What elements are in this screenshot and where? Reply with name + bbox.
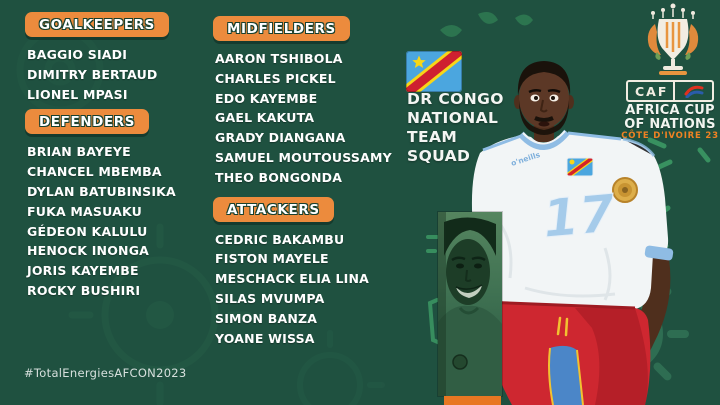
squad-title: DR CONGO NATIONAL TEAM SQUAD (407, 90, 504, 166)
tournament-name: AFRICA CUP OF NATIONS (612, 104, 720, 131)
section-badge-defenders: DEFENDERS (25, 109, 150, 135)
squad-title-line: TEAM (407, 128, 458, 146)
section-badge-attackers: ATTACKERS (213, 196, 334, 222)
caf-label: CAF (635, 83, 669, 99)
totalenergies-logo-icon (675, 84, 712, 98)
player-name: FUKA MASUAKU (27, 203, 142, 219)
flag-star-icon (412, 55, 426, 68)
player-name: JORIS KAYEMBE (27, 263, 139, 279)
section-badge-midfielders: MIDFIELDERS (213, 16, 350, 41)
player-name: LIONEL MPASI (27, 86, 128, 102)
tournament-edition: CÔTE D'IVOIRE 23 (621, 131, 719, 141)
player-name: ROCKY BUSHIRI (27, 282, 141, 298)
player-name: AARON TSHIBOLA (215, 51, 343, 66)
player-name: BAGGIO SIADI (27, 47, 128, 62)
inset-player-photo (438, 212, 502, 396)
player-name: DIMITRY BERTAUD (27, 66, 158, 82)
attackers-list: CEDRIC BAKAMBU FISTON MAYELE MESCHACK EL… (215, 230, 403, 349)
caf-logo-box: CAF (626, 80, 714, 102)
afcon-trophy-icon (647, 3, 699, 75)
player-name: EDO KAYEMBE (215, 90, 318, 106)
section-badge-goalkeepers: GOALKEEPERS (25, 12, 169, 37)
player-name: GÉDEON KALULU (27, 223, 148, 239)
player-name: GAEL KAKUTA (215, 110, 315, 126)
left-column: GOALKEEPERS BAGGIO SIADI DIMITRY BERTAUD… (25, 12, 210, 301)
player-name: FISTON MAYELE (215, 251, 329, 267)
player-name: HENOCK INONGA (27, 243, 150, 259)
squad-title-line: SQUAD (407, 147, 471, 165)
dr-congo-flag-icon (406, 51, 462, 92)
jersey-number: 17 (540, 184, 618, 250)
player-name: SILAS MVUMPA (215, 290, 325, 306)
player-name: YOANE WISSA (215, 330, 315, 346)
squad-title-line: DR CONGO (407, 90, 504, 108)
player-name: SAMUEL MOUTOUSSAMY (215, 149, 392, 165)
tournament-name-line: AFRICA CUP (625, 103, 715, 118)
player-name: CEDRIC BAKAMBU (215, 231, 345, 247)
player-name: CHANCEL MBEMBA (27, 164, 162, 180)
player-name: DYLAN BATUBINSIKA (27, 183, 176, 199)
caf-divider (673, 82, 676, 100)
squad-title-line: NATIONAL (407, 109, 499, 127)
goalkeepers-list: BAGGIO SIADI DIMITRY BERTAUD LIONEL MPAS… (27, 45, 210, 104)
player-name: MESCHACK ELIA LINA (215, 271, 370, 287)
player-name: CHARLES PICKEL (215, 70, 336, 86)
middle-column: MIDFIELDERS AARON TSHIBOLA CHARLES PICKE… (213, 16, 403, 348)
hashtag: #TotalEnergiesAFCON2023 (24, 366, 187, 380)
player-name: SIMON BANZA (215, 310, 318, 326)
defenders-list: BRIAN BAYEYE CHANCEL MBEMBA DYLAN BATUBI… (27, 142, 210, 300)
player-name: THEO BONGONDA (215, 169, 343, 185)
jersey-flag-patch (567, 158, 593, 176)
photo-orange-strip (444, 396, 501, 405)
tournament-name-line: OF NATIONS (624, 116, 716, 132)
player-name: GRADY DIANGANA (215, 130, 346, 146)
jersey-crest (612, 177, 638, 203)
player-name: BRIAN BAYEYE (27, 144, 131, 160)
midfielders-list: AARON TSHIBOLA CHARLES PICKEL EDO KAYEMB… (215, 49, 403, 188)
